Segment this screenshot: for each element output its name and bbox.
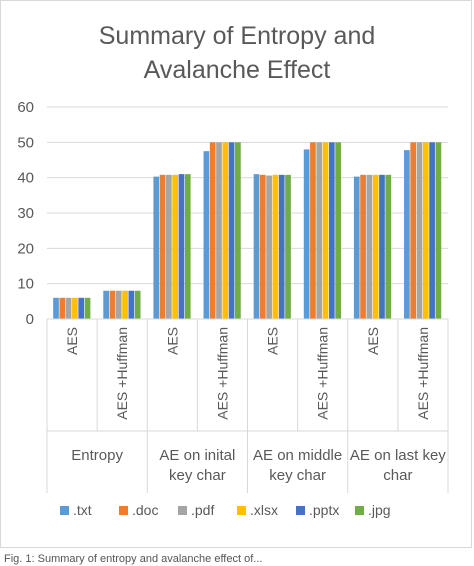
- bar-pptx: [429, 142, 435, 319]
- bar-xlsx: [322, 142, 329, 319]
- bar-txt: [153, 176, 160, 319]
- legend-swatch: [355, 506, 364, 515]
- bar-pdf: [166, 174, 172, 319]
- chart-container: Summary of Entropy and Avalanche Effect 0…: [0, 0, 472, 548]
- x-tick-label: AES +Huffman: [415, 327, 431, 420]
- bar-pptx: [328, 142, 335, 319]
- legend-label: .pptx: [309, 502, 339, 518]
- bar-doc: [360, 174, 366, 319]
- legend-swatch: [119, 506, 128, 515]
- bar-pptx: [178, 174, 185, 319]
- bar-jpg: [285, 174, 291, 319]
- x-tick-label: AES +Huffman: [315, 327, 331, 420]
- x-tick-label: AES: [265, 327, 281, 355]
- bar-doc: [59, 297, 66, 319]
- bar-xlsx: [272, 174, 279, 319]
- group-label: char: [383, 467, 412, 484]
- bar-txt: [103, 290, 109, 319]
- bar-pptx: [78, 297, 85, 319]
- gridlines: [47, 106, 448, 320]
- bar-txt: [253, 174, 260, 319]
- legend-label: .txt: [73, 502, 92, 518]
- legend: .txt .doc .pdf .xlsx .pptx .jpg: [60, 502, 391, 518]
- y-axis-ticks: 0 10 20 30 40 50 60: [17, 99, 34, 328]
- bar-pptx: [228, 142, 235, 319]
- chart-title-line: Avalanche Effect: [144, 56, 331, 84]
- y-tick-label: 50: [17, 134, 34, 151]
- bar-txt: [404, 150, 410, 319]
- x-tick-label: AES +Huffman: [214, 327, 230, 420]
- bar-xlsx: [372, 174, 379, 319]
- bar-doc: [410, 142, 417, 319]
- bar-jpg: [235, 142, 241, 319]
- bar-pptx: [128, 290, 135, 319]
- bar-xlsx: [122, 290, 128, 319]
- group-label: AE on last key: [350, 447, 446, 464]
- y-tick-label: 60: [17, 99, 34, 116]
- bar-txt: [303, 149, 310, 319]
- bar-doc: [159, 174, 166, 319]
- bar-txt: [203, 151, 210, 319]
- bars: [53, 142, 442, 319]
- x-tick-label: AES +Huffman: [114, 327, 130, 420]
- legend-swatch: [237, 506, 246, 515]
- x-tick-label: AES: [365, 327, 381, 355]
- bar-xlsx: [72, 297, 78, 319]
- bar-jpg: [134, 290, 141, 319]
- bar-xlsx: [422, 142, 429, 319]
- bar-txt: [353, 176, 360, 319]
- figure-caption: Fig. 1: Summary of entropy and avalanche…: [4, 553, 263, 565]
- bar-pdf: [316, 142, 323, 319]
- legend-swatch: [178, 506, 187, 515]
- chart-title-line: Summary of Entropy and: [99, 22, 376, 50]
- bar-pdf: [65, 297, 72, 319]
- y-tick-label: 30: [17, 205, 34, 222]
- x-axis: AES AES +Huffman AES AES +Huffman AES AES +Hu…: [46, 318, 449, 493]
- bar-pptx: [379, 174, 385, 319]
- legend-swatch: [296, 506, 305, 515]
- group-label: AE on inital: [159, 447, 235, 464]
- bar-jpg: [385, 174, 392, 319]
- group-label: AE on middle: [253, 447, 342, 464]
- bar-xlsx: [222, 142, 229, 319]
- y-tick-label: 10: [17, 276, 34, 293]
- y-tick-label: 0: [26, 311, 34, 328]
- legend-label: .pdf: [191, 502, 214, 518]
- y-tick-label: 40: [17, 170, 34, 187]
- bar-txt: [53, 297, 59, 319]
- chart-title: Summary of Entropy and Avalanche Effect: [99, 22, 376, 84]
- bar-doc: [259, 174, 266, 319]
- group-label: key char: [269, 467, 326, 484]
- bar-pdf: [266, 175, 272, 319]
- bar-pdf: [216, 142, 222, 319]
- y-tick-label: 20: [17, 240, 34, 257]
- bar-pptx: [278, 174, 285, 319]
- bar-doc: [209, 142, 216, 319]
- bar-pdf: [115, 290, 122, 319]
- group-label: key char: [169, 467, 226, 484]
- chart-svg: Summary of Entropy and Avalanche Effect 0…: [17, 22, 449, 518]
- x-tick-label: AES: [64, 327, 80, 355]
- bar-jpg: [335, 142, 341, 319]
- group-label: Entropy: [71, 447, 123, 464]
- legend-label: .xlsx: [250, 502, 278, 518]
- bar-xlsx: [172, 174, 179, 319]
- x-tick-label: AES: [164, 327, 180, 355]
- bar-doc: [310, 142, 316, 319]
- legend-label: .jpg: [368, 502, 391, 518]
- bar-pdf: [416, 142, 423, 319]
- bar-doc: [109, 290, 116, 319]
- bar-jpg: [84, 297, 91, 319]
- bar-jpg: [435, 142, 442, 319]
- legend-label: .doc: [132, 502, 158, 518]
- legend-swatch: [60, 506, 69, 515]
- bar-jpg: [184, 174, 191, 319]
- bar-pdf: [366, 174, 373, 319]
